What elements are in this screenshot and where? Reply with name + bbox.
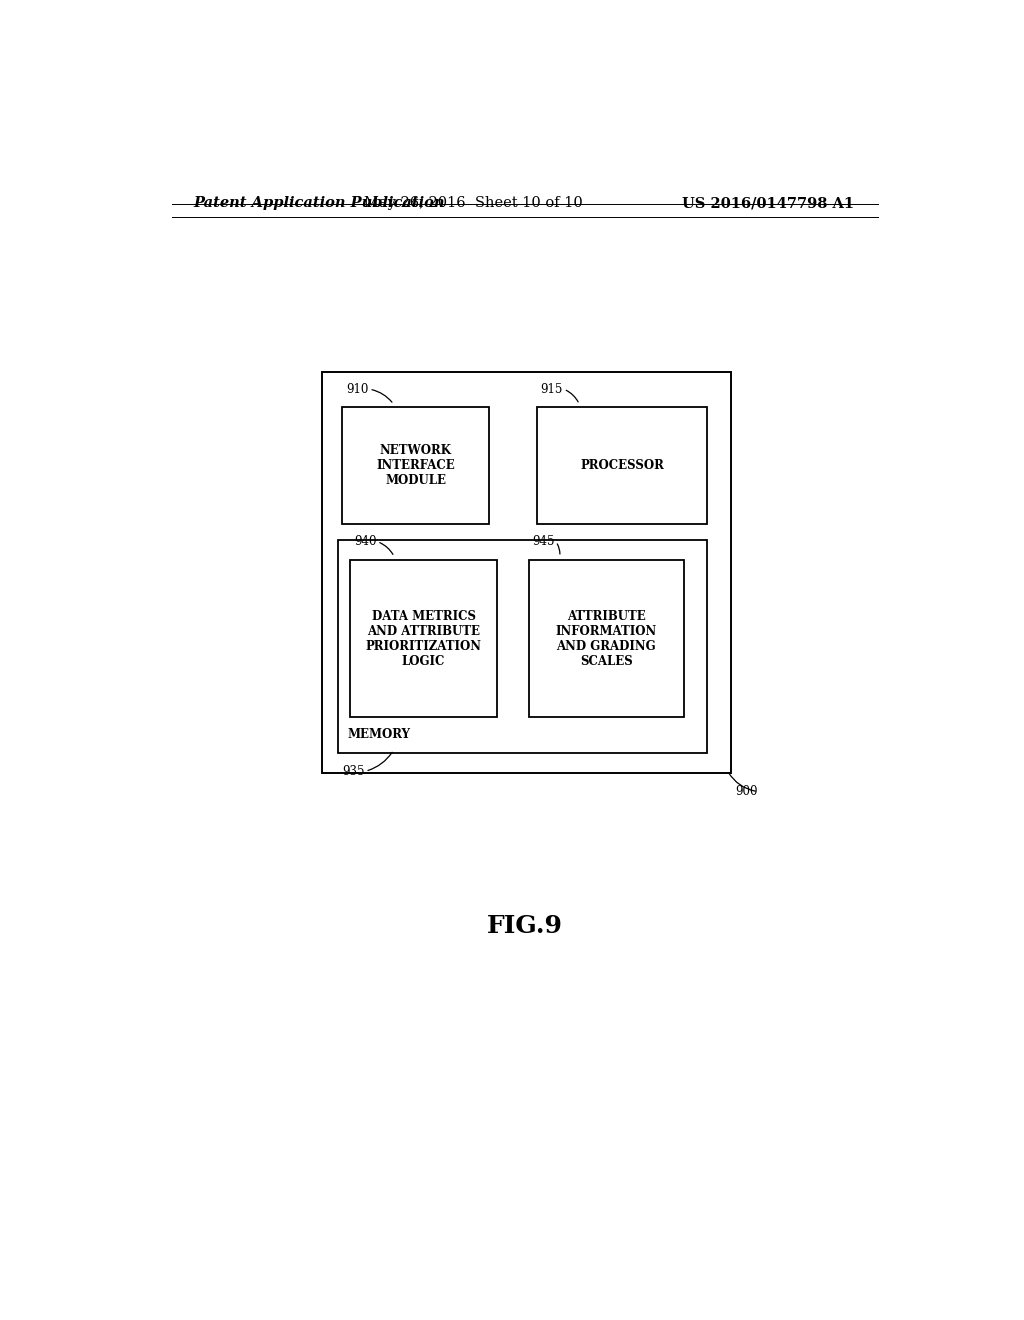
Bar [528,560,684,718]
Text: 945: 945 [532,535,555,548]
Text: 935: 935 [342,764,365,777]
Text: May 26, 2016  Sheet 10 of 10: May 26, 2016 Sheet 10 of 10 [364,195,583,210]
Text: 915: 915 [541,383,563,396]
Text: NETWORK
INTERFACE
MODULE: NETWORK INTERFACE MODULE [376,445,455,487]
Text: ATTRIBUTE
INFORMATION
AND GRADING
SCALES: ATTRIBUTE INFORMATION AND GRADING SCALES [555,610,656,668]
Text: US 2016/0147798 A1: US 2016/0147798 A1 [682,195,854,210]
Bar [342,408,489,524]
Bar [338,540,708,752]
Bar [323,372,731,774]
Bar [350,560,497,718]
Text: 900: 900 [735,785,758,799]
Text: MEMORY: MEMORY [348,727,411,741]
Text: 910: 910 [346,383,369,396]
Text: PROCESSOR: PROCESSOR [580,459,664,473]
Text: Patent Application Publication: Patent Application Publication [194,195,444,210]
Text: DATA METRICS
AND ATTRIBUTE
PRIORITIZATION
LOGIC: DATA METRICS AND ATTRIBUTE PRIORITIZATIO… [366,610,481,668]
Text: FIG.9: FIG.9 [486,913,563,937]
Bar [537,408,708,524]
Text: 940: 940 [354,535,377,548]
